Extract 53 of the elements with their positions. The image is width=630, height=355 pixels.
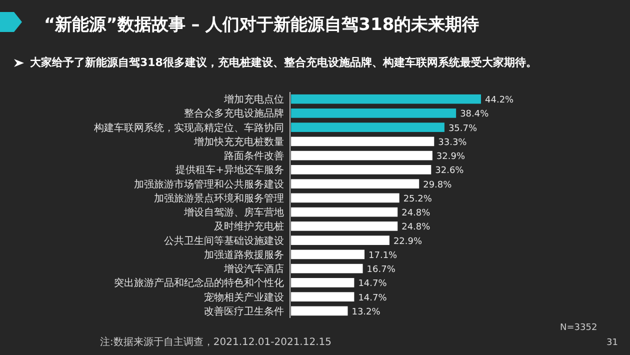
chart-subtitle: 大家给予了新能源自驾318很多建议，充电桩建设、整合充电设施品牌、构建车联网系统最受大家期待。 [30, 56, 537, 69]
y-tick-label: 增设自驾游、房车营地 [183, 206, 284, 219]
bar [291, 165, 432, 174]
data-label: 14.7% [358, 293, 388, 304]
y-tick-label: 增加快充充电桩数量 [193, 136, 284, 148]
data-label: 16.7% [366, 265, 396, 276]
data-label: 24.8% [402, 222, 431, 233]
data-label: 24.8% [402, 208, 431, 219]
y-tick-label: 增设汽车酒店 [223, 263, 284, 276]
bar [291, 278, 354, 288]
data-label: 38.4% [460, 110, 490, 120]
data-label: 17.1% [368, 250, 398, 261]
data-label: 32.9% [436, 152, 466, 162]
bar [291, 150, 432, 160]
bar [291, 94, 481, 104]
data-label: 14.7% [358, 279, 388, 290]
bar [291, 108, 456, 118]
y-tick-label: 增加充电点位 [223, 94, 284, 106]
text: N=3352 [560, 323, 598, 333]
y-tick-label: 公共卫生间等基础设施建设 [164, 234, 284, 247]
data-label: 13.2% [352, 307, 381, 318]
data-label: 33.3% [438, 138, 468, 148]
bar [291, 236, 390, 245]
chart-title: “新能源”数据故事 – 人们对于新能源自驾318的未来期待 [44, 15, 480, 35]
y-tick-label: 构建车联网系统，实现高精定位、车路协同 [93, 122, 284, 134]
data-label: 25.2% [403, 194, 432, 204]
data-label: 44.2% [485, 96, 514, 106]
bar [291, 122, 444, 132]
bar [291, 193, 400, 203]
bar [291, 207, 398, 217]
data-label: 29.8% [423, 180, 452, 190]
bar [291, 179, 420, 188]
y-tick-label: 改善医疗卫生条件 [204, 305, 284, 318]
y-tick-label: 宠物相关产业建设 [204, 291, 284, 304]
bar [291, 250, 365, 260]
bar [291, 306, 348, 316]
bar [291, 292, 354, 302]
y-tick-label: 整合众多充电设施品牌 [184, 108, 284, 120]
y-tick-label: 加强道路救援服务 [204, 248, 284, 261]
bar [291, 222, 398, 231]
text: 注:数据来源于自主调查，2021.12.01-2021.12.15 [100, 336, 332, 348]
data-label: 32.6% [435, 166, 464, 176]
data-label: 35.7% [448, 124, 478, 134]
y-tick-label: 加强旅游景点环境和服务管理 [154, 192, 284, 204]
y-tick-label: 加强旅游市场管理和公共服务建设 [134, 178, 284, 190]
y-tick-label: 提供租车+异地还车服务 [176, 164, 284, 176]
y-tick-label: 路面条件改善 [224, 150, 284, 162]
bar [291, 264, 363, 274]
y-tick-label: 突出旅游产品和纪念品的特色和个性化 [114, 277, 284, 290]
y-tick-label: 及时维护充电桩 [214, 220, 284, 233]
data-label: 22.9% [393, 236, 422, 247]
text: 31 [606, 338, 618, 348]
bar [291, 136, 434, 146]
